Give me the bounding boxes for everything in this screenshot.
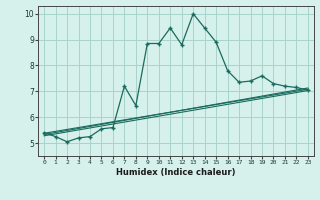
X-axis label: Humidex (Indice chaleur): Humidex (Indice chaleur) xyxy=(116,168,236,177)
